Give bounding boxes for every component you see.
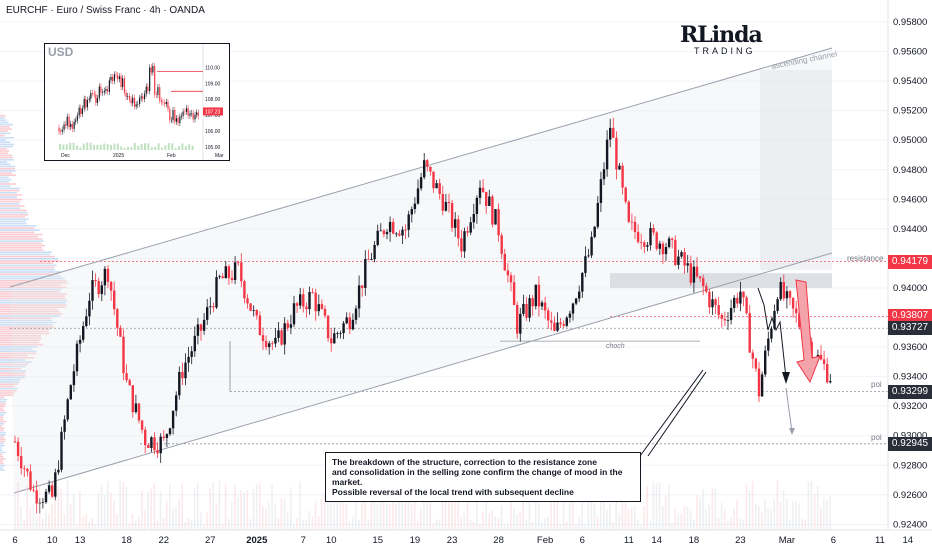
time-tick-label: Feb	[537, 535, 553, 546]
callout-line-1	[640, 370, 703, 456]
price-tick-label: 0.95400	[893, 76, 927, 87]
time-tick-label: 6	[12, 535, 17, 546]
price-tick-label: 0.95600	[893, 47, 927, 58]
time-tick-label: 18	[121, 535, 132, 546]
time-tick-label: 14	[903, 535, 914, 546]
inset-tick-label: 105.00	[205, 145, 221, 151]
price-tag: 0.93727	[888, 321, 932, 335]
choch-label: choch	[606, 343, 625, 350]
price-tick-label: 0.93600	[893, 342, 927, 353]
time-tick-label: 15	[372, 535, 383, 546]
time-tick-label: 6	[831, 535, 836, 546]
forecast-projection	[758, 280, 820, 435]
chart-title: EURCHF · Euro / Swiss Franc · 4h · OANDA	[6, 5, 205, 16]
price-tick-label: 0.93400	[893, 372, 927, 383]
brand-logo: RLinda TRADING	[680, 22, 760, 62]
time-tick-label: 13	[75, 535, 86, 546]
time-tick-label: 14	[651, 535, 662, 546]
time-tick-label: 23	[735, 535, 746, 546]
time-tick-label: 10	[47, 535, 58, 546]
time-tick-label: 22	[159, 535, 170, 546]
inset-last-value: 107.23	[205, 109, 221, 115]
time-tick-label: 18	[689, 535, 700, 546]
price-tick-label: 0.93200	[893, 401, 927, 412]
time-tick-label: 2025	[246, 535, 268, 546]
inset-tick-label: 110.00	[205, 66, 220, 72]
price-tick-label: 0.92800	[893, 460, 927, 471]
price-tick-label: 0.94400	[893, 224, 927, 235]
time-tick-label: 7	[301, 535, 306, 546]
inset-tick-label: 106.00	[205, 129, 221, 135]
price-tick-label: 0.92400	[893, 519, 927, 530]
price-tag: 0.93299	[888, 385, 932, 399]
inset-tick-label: 108.00	[205, 97, 221, 103]
time-tick-label: 23	[447, 535, 458, 546]
price-tag: 0.94179	[888, 255, 932, 269]
inset-time-label: Feb	[167, 153, 176, 159]
inset-tick-label: 109.00	[205, 81, 221, 87]
time-tick-label: 11	[875, 535, 885, 546]
resistance-label: resistance	[847, 254, 884, 263]
price-tick-label: 0.95800	[893, 17, 927, 28]
price-tick-label: 0.95200	[893, 106, 927, 117]
note-line: and consolidation in the selling zone co…	[332, 467, 634, 487]
time-tick-label: 19	[410, 535, 421, 546]
time-tick-label: 11	[624, 535, 634, 546]
note-line: Possible reversal of the local trend wit…	[332, 487, 634, 497]
time-axis[interactable]: 6 10 13 18 22 27 2025 7 10 15 19 23 28 Feb 6 11 14 18 23 Ma…	[0, 530, 932, 546]
poi-label-lower: poi	[871, 433, 882, 442]
price-tick-label: 0.94600	[893, 194, 927, 205]
resistance-band	[760, 70, 832, 270]
time-tick-label: Mar	[779, 535, 795, 546]
price-tick-label: 0.94800	[893, 165, 927, 176]
analysis-note: The breakdown of the structure, correcti…	[325, 452, 641, 502]
price-tag: 0.92945	[888, 437, 932, 451]
inset-time-label: Dec	[61, 153, 70, 159]
inset-time-label: Mar	[215, 153, 224, 159]
time-tick-label: 27	[205, 535, 216, 546]
time-tick-label: 10	[326, 535, 337, 546]
logo-text: RLinda	[680, 22, 762, 48]
inset-title: USD	[48, 45, 73, 59]
poi-label-upper: poi	[871, 380, 882, 389]
usd-inset-chart: 110.00 109.00 108.00 107.00 106.00 105.00 Dec 2…	[44, 43, 230, 161]
note-line: The breakdown of the structure, correcti…	[332, 457, 634, 467]
time-tick-label: 6	[580, 535, 585, 546]
callout-line-2	[648, 372, 706, 456]
price-tick-label: 0.94000	[893, 283, 927, 294]
price-tick-label: 0.95000	[893, 135, 927, 146]
logo-subtext: TRADING	[694, 46, 756, 56]
price-tick-label: 0.92600	[893, 490, 927, 501]
inset-time-label: 2025	[113, 153, 124, 159]
time-tick-label: 28	[493, 535, 504, 546]
